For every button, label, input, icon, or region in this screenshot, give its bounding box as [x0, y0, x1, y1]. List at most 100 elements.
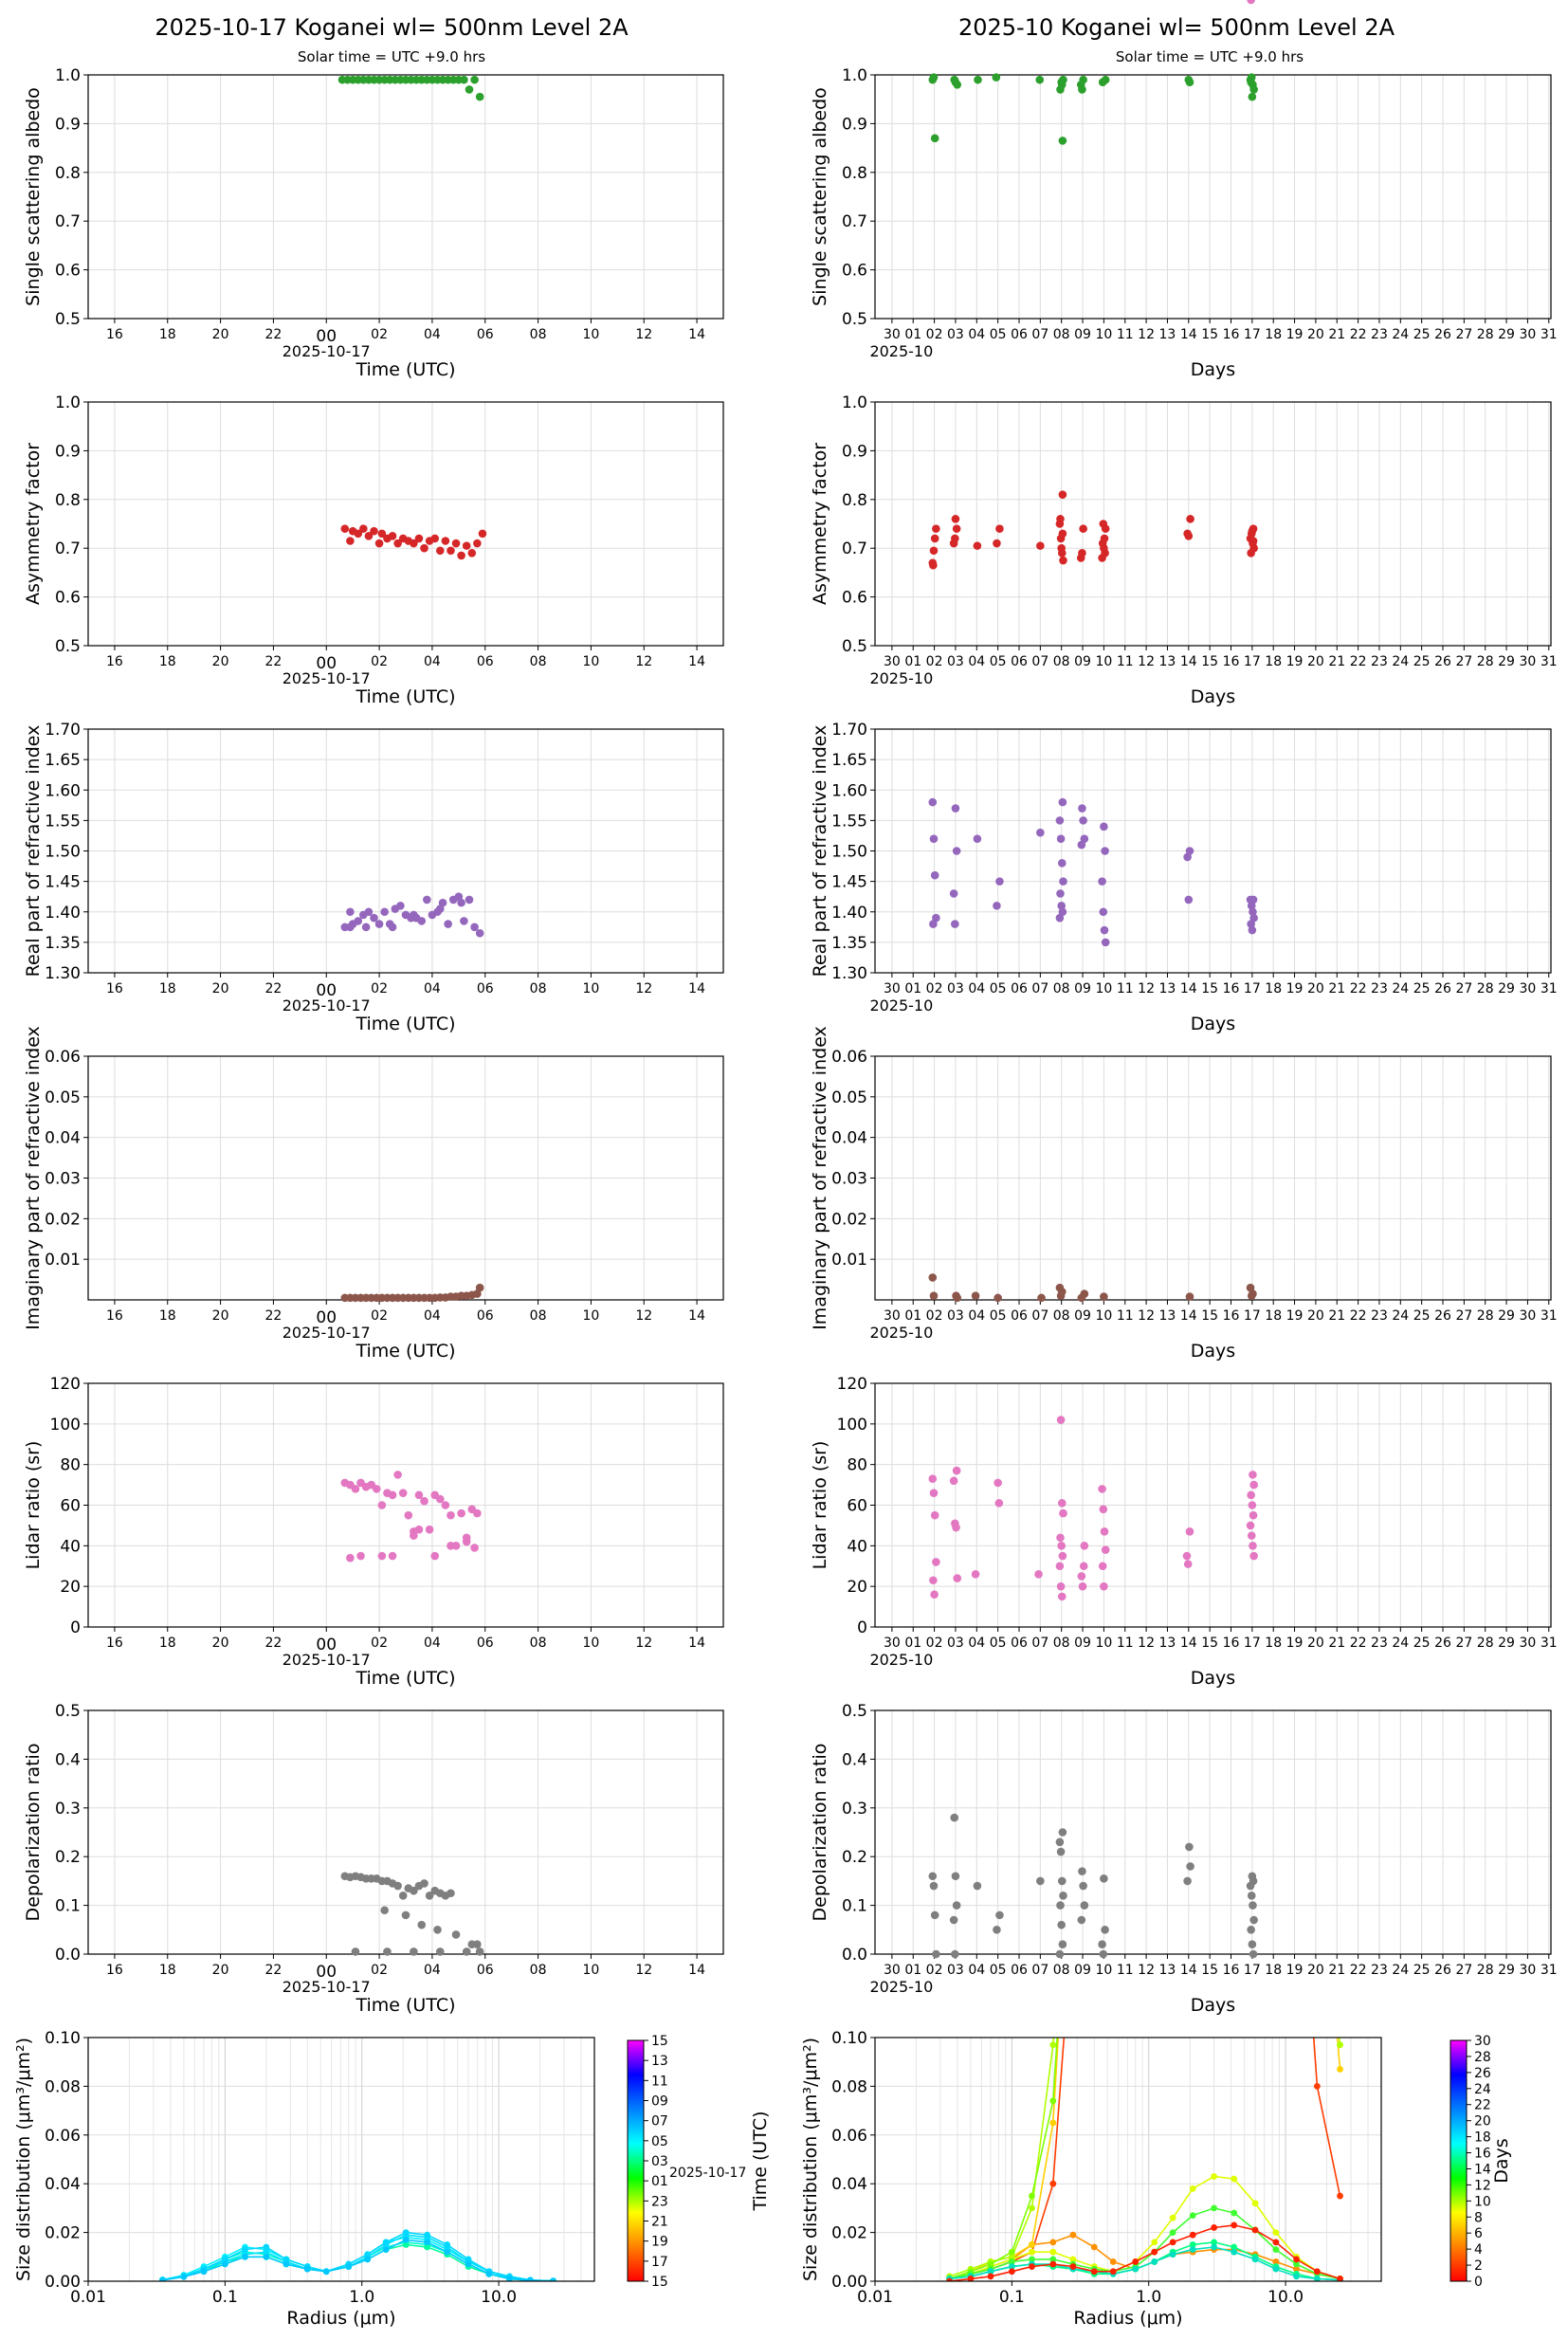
y-axis-label: Real part of refractive index: [810, 725, 830, 978]
x-axis-label: Time (UTC): [355, 686, 455, 707]
data-point: [346, 1553, 355, 1563]
x-tick-label: 03: [947, 1308, 964, 1324]
data-point: [460, 917, 468, 925]
data-point: [1056, 1901, 1065, 1910]
series-point: [1069, 2256, 1077, 2263]
x-tick-label: 01: [904, 1636, 921, 1651]
data-point: [952, 1523, 960, 1532]
x-tick-label: 19: [1286, 1636, 1304, 1651]
series-point: [364, 2256, 372, 2263]
x-tick-label: 30: [1519, 981, 1536, 996]
x-tick-label: 00: [316, 1308, 337, 1327]
x-tick-label: 31: [1541, 1636, 1558, 1651]
data-point: [444, 920, 452, 928]
plot-frame: [874, 401, 1552, 647]
series-point: [1049, 2180, 1057, 2187]
series-point: [1189, 2212, 1196, 2220]
y-tick-label: 0.3: [842, 1800, 867, 1819]
x-tick-label: 06: [477, 1308, 494, 1324]
x-tick-label: 04: [424, 654, 441, 669]
data-point: [929, 1291, 939, 1301]
colorbar-date-label: 2025-10-17: [669, 2166, 746, 2181]
data-point: [1077, 840, 1086, 850]
data-point: [1057, 1876, 1067, 1886]
x-tick-label: 30: [1519, 1308, 1536, 1324]
x-tick-label: 25: [1413, 1636, 1431, 1651]
data-point: [346, 923, 355, 932]
panel-real-monthly: 1.30 1.35 1.40 1.45 1.50 1.55 1.60 1.65 1.70Real…: [810, 721, 1558, 1034]
series-point: [1211, 2243, 1218, 2251]
y-tick-label: 1.40: [45, 904, 81, 923]
data-point: [393, 1881, 402, 1891]
series-point: [1272, 2246, 1280, 2253]
y-axis-label: Single scattering albedo: [810, 87, 830, 306]
x-tick-label: 09: [1074, 1308, 1091, 1324]
x-tick-label: 22: [265, 327, 283, 342]
y-tick-label: 0.08: [831, 2077, 867, 2096]
y-tick-label: 0.6: [842, 262, 867, 281]
x-tick-label: 12: [635, 1963, 652, 1978]
y-tick-label: 0.05: [45, 1088, 81, 1107]
data-point: [1056, 1581, 1066, 1591]
x-tick-label: 14: [688, 1963, 705, 1978]
colorbar-tick-label: 2: [1474, 2258, 1483, 2274]
data-point: [1099, 520, 1108, 528]
series-point: [1109, 2258, 1117, 2265]
series-point: [1272, 2229, 1280, 2237]
data-point: [475, 928, 484, 938]
data-point: [1101, 1926, 1109, 1934]
series-point: [1211, 2239, 1218, 2246]
data-point: [929, 546, 939, 556]
data-point: [388, 1551, 397, 1561]
x-tick-label: 12: [1138, 1963, 1155, 1978]
x-axis-label: Time (UTC): [355, 1014, 455, 1034]
series-point: [987, 2260, 994, 2268]
data-point: [351, 1947, 360, 1956]
x-tick-label: 06: [477, 981, 494, 996]
series-point: [946, 2277, 953, 2281]
data-point: [1247, 78, 1255, 87]
y-tick-label: 0.02: [45, 1210, 81, 1229]
x-tick-label: 30: [1519, 1963, 1536, 1978]
data-point: [377, 529, 387, 539]
x-tick-label: 03: [947, 654, 964, 669]
data-point: [457, 551, 465, 560]
x-tick-label: 30: [1519, 327, 1536, 342]
x-tick-label: 10: [1095, 1308, 1112, 1324]
data-point: [1055, 1837, 1065, 1847]
x-tick-label: 21: [1328, 327, 1345, 342]
series-point: [1169, 2229, 1176, 2237]
data-point: [953, 1574, 962, 1582]
x-tick-label: 14: [688, 1308, 705, 1324]
x-tick-label: 22: [1350, 1636, 1367, 1651]
x-tick-label: 14: [688, 654, 705, 669]
x-tick-label: 13: [1159, 1636, 1176, 1651]
y-tick-label: 0.5: [842, 1702, 867, 1721]
x-tick-label: 08: [1053, 1636, 1070, 1651]
plot-frame: [87, 401, 724, 647]
x-tick-label: 15: [1201, 1308, 1218, 1324]
data-point: [949, 1915, 958, 1925]
colorbar-tick-label: 6: [1474, 2226, 1483, 2241]
data-point: [465, 85, 474, 94]
data-point: [929, 834, 939, 843]
series-point: [526, 2276, 534, 2281]
x-tick-label: 31: [1541, 327, 1558, 342]
y-tick-label: 0.8: [842, 164, 867, 183]
data-point: [1247, 1926, 1255, 1934]
data-point: [929, 560, 938, 570]
data-point: [1100, 822, 1108, 832]
data-point: [929, 73, 939, 82]
x-tick-label: 04: [424, 1308, 441, 1324]
data-point: [1249, 907, 1257, 917]
x-axis-label: Days: [1191, 1341, 1235, 1362]
x-tick-label: 05: [990, 1963, 1007, 1978]
y-axis-label: Real part of refractive index: [23, 725, 44, 978]
data-point: [1249, 1289, 1257, 1298]
series-point: [1008, 2248, 1015, 2256]
data-point: [952, 524, 961, 533]
data-point: [1099, 1505, 1108, 1514]
y-tick-label: 0.04: [45, 2175, 81, 2194]
data-point: [1079, 1881, 1087, 1891]
